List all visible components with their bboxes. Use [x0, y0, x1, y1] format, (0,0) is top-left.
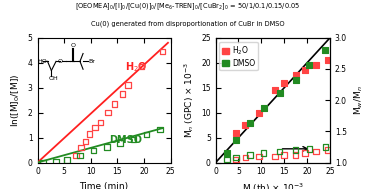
- Point: [292, 153, 298, 156]
- Point: [261, 106, 267, 109]
- Point: [73, 154, 79, 157]
- Point: [130, 138, 136, 141]
- Point: [277, 150, 283, 153]
- Point: [157, 128, 163, 131]
- Point: [77, 154, 83, 157]
- Point: [256, 155, 262, 158]
- Point: [105, 111, 111, 114]
- Y-axis label: M$_w$/M$_n$: M$_w$/M$_n$: [352, 85, 365, 115]
- Text: [OEOMEA]$_0$/[I]$_0$/[Cu(0)]$_0$/[Me$_6$-TREN]$_0$/[CuBr$_2$]$_0$ = 50/1/0.1/0.1: [OEOMEA]$_0$/[I]$_0$/[Cu(0)]$_0$/[Me$_6$…: [75, 2, 300, 12]
- Point: [272, 89, 278, 92]
- Y-axis label: M$_n$ (GPC) × 10$^{-3}$: M$_n$ (GPC) × 10$^{-3}$: [182, 62, 196, 138]
- Point: [117, 142, 123, 145]
- Point: [90, 149, 96, 152]
- Point: [92, 126, 98, 129]
- Point: [104, 146, 110, 149]
- Point: [224, 151, 230, 154]
- Point: [247, 121, 253, 124]
- Point: [281, 81, 287, 84]
- Point: [242, 156, 248, 159]
- Point: [322, 146, 328, 149]
- Point: [224, 158, 230, 161]
- Point: [292, 79, 298, 82]
- Point: [233, 156, 239, 159]
- Text: DMSO: DMSO: [110, 135, 142, 145]
- Point: [82, 140, 88, 143]
- Y-axis label: ln([M]$_0$/[M]): ln([M]$_0$/[M]): [10, 74, 22, 127]
- Point: [160, 50, 166, 53]
- Point: [277, 91, 283, 94]
- Point: [138, 65, 144, 68]
- Point: [125, 84, 131, 87]
- X-axis label: Time (min): Time (min): [80, 182, 129, 189]
- Point: [325, 59, 331, 62]
- Point: [261, 152, 267, 155]
- Point: [64, 159, 70, 162]
- Point: [306, 147, 312, 150]
- Point: [292, 74, 298, 77]
- Point: [87, 132, 93, 135]
- Point: [53, 160, 59, 163]
- Point: [322, 49, 328, 52]
- Point: [112, 102, 118, 105]
- Point: [78, 146, 84, 149]
- Point: [313, 150, 319, 153]
- Text: Cu(0) generated from disproportionation of CuBr in DMSO: Cu(0) generated from disproportionation …: [91, 21, 284, 27]
- Point: [40, 161, 46, 164]
- Point: [272, 155, 278, 158]
- Point: [325, 149, 331, 152]
- Point: [247, 153, 253, 156]
- Point: [233, 139, 239, 142]
- Point: [233, 158, 239, 161]
- Point: [302, 69, 308, 72]
- Point: [242, 124, 248, 127]
- Point: [144, 133, 150, 136]
- Text: H$_2$O: H$_2$O: [125, 60, 148, 74]
- X-axis label: M (th) × 10$^{-3}$: M (th) × 10$^{-3}$: [242, 182, 304, 189]
- Point: [292, 149, 298, 152]
- Point: [98, 121, 104, 124]
- Point: [120, 92, 126, 95]
- Point: [233, 131, 239, 134]
- Point: [256, 111, 262, 114]
- Legend: H$_2$O, DMSO: H$_2$O, DMSO: [219, 42, 258, 70]
- Point: [313, 64, 319, 67]
- Point: [302, 152, 308, 155]
- Point: [306, 64, 312, 67]
- Point: [281, 153, 287, 156]
